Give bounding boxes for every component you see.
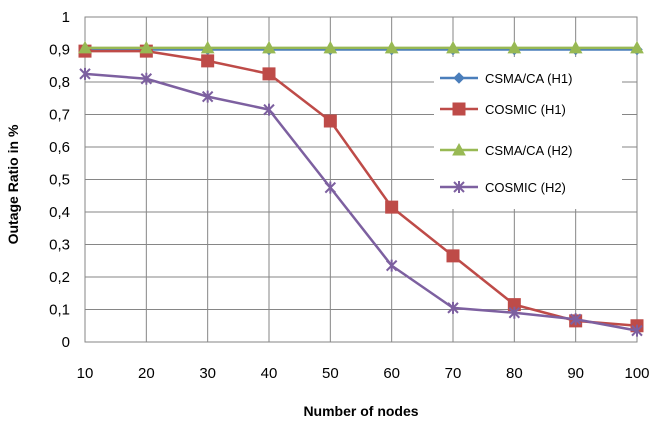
y-tick-labels: 0 0,1 0,2 0,3 0,4 0,5 0,6 0,7 0,8 0,9 1 [49, 9, 70, 351]
legend-label: COSMIC (H2) [485, 180, 566, 195]
x-tick-labels: 10 20 30 40 50 60 70 80 90 100 [77, 365, 650, 382]
data-point-marker [79, 67, 91, 80]
y-tick-label: 0,4 [49, 204, 70, 221]
legend-item: CSMA/CA (H2) [440, 142, 572, 158]
x-tick-label: 80 [506, 365, 523, 382]
data-point-marker [263, 103, 275, 116]
data-point-marker [446, 249, 460, 263]
data-point-marker [630, 40, 644, 54]
legend-label: COSMIC (H1) [485, 102, 566, 117]
y-tick-label: 0,8 [49, 74, 70, 91]
y-tick-label: 0,2 [49, 269, 70, 286]
data-point-marker [201, 54, 215, 68]
x-tick-label: 60 [383, 365, 400, 382]
legend-item: COSMIC (H1) [440, 102, 566, 117]
data-point-marker [324, 181, 337, 194]
legend-marker [452, 102, 466, 116]
data-point-marker [631, 324, 643, 337]
x-tick-label: 10 [77, 365, 94, 382]
x-tick-label: 100 [624, 365, 649, 382]
data-point-marker [385, 200, 399, 214]
series-4 [79, 67, 643, 337]
series-3 [78, 40, 644, 54]
y-tick-label: 0,9 [49, 42, 70, 59]
x-tick-label: 70 [445, 365, 462, 382]
legend-label: CSMA/CA (H2) [485, 143, 572, 158]
y-tick-label: 0,5 [49, 172, 70, 189]
y-tick-label: 0,6 [49, 139, 70, 156]
data-point-marker [323, 114, 337, 128]
legend-marker [453, 72, 465, 84]
series-line [85, 49, 638, 327]
x-tick-label: 90 [567, 365, 584, 382]
series-line [84, 72, 638, 332]
x-tick-label: 20 [138, 365, 155, 382]
data-point-marker [569, 313, 582, 326]
data-point-marker [78, 40, 92, 54]
y-axis-title: Outage Ratio in % [5, 124, 21, 244]
legend-item: COSMIC (H2) [440, 180, 566, 195]
data-point-marker [262, 40, 276, 54]
x-axis-title: Number of nodes [303, 403, 418, 419]
data-point-marker [568, 40, 583, 54]
plot-frame [84, 16, 638, 343]
x-tick-label: 50 [322, 365, 339, 382]
data-point-marker [139, 40, 154, 54]
data-point-marker [507, 40, 522, 54]
data-point-marker [323, 40, 338, 54]
series-group [78, 40, 644, 337]
data-point-marker [508, 306, 521, 319]
legend-box [434, 57, 622, 209]
y-tick-label: 1 [62, 9, 70, 26]
legend-marker [452, 142, 466, 156]
legend-marker [453, 181, 465, 193]
data-point-marker [262, 67, 276, 81]
legend: CSMA/CA (H1) COSMIC (H1) CSMA/CA (H2) COSMI… [434, 57, 622, 209]
legend-label: CSMA/CA (H1) [485, 71, 572, 86]
y-tick-label: 0,1 [49, 302, 70, 319]
data-point-marker [447, 301, 459, 314]
data-point-marker [140, 72, 153, 85]
x-tick-label: 40 [261, 365, 278, 382]
data-point-marker [385, 259, 398, 272]
x-tick-label: 30 [199, 365, 216, 382]
data-point-marker [201, 90, 214, 103]
y-tick-label: 0,3 [49, 237, 70, 254]
data-point-marker [200, 40, 215, 54]
y-tick-label: 0,7 [49, 107, 70, 124]
data-point-marker [384, 40, 399, 54]
data-point-marker [446, 40, 460, 54]
legend-item: CSMA/CA (H1) [440, 71, 572, 86]
y-tick-label: 0 [62, 334, 70, 351]
